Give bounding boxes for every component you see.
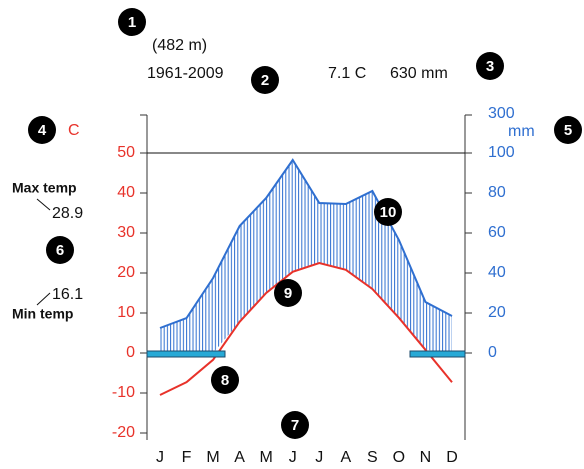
y-tick-label: 0 [126, 344, 135, 361]
marker: 7 [281, 411, 309, 439]
marker: 1 [118, 8, 146, 36]
max-temp-label: Max temp [12, 180, 77, 196]
marker-circle [554, 116, 582, 144]
marker-circle [281, 411, 309, 439]
marker: 2 [251, 66, 279, 94]
x-tick-label: D [446, 449, 458, 466]
marker-circle [118, 8, 146, 36]
marker-circle [274, 279, 302, 307]
x-tick-label: J [315, 449, 323, 466]
marker-label: 8 [221, 372, 229, 389]
humid-area [160, 160, 452, 353]
marker-label: 2 [261, 72, 269, 89]
marker-circle [46, 236, 74, 264]
marker-circle [28, 116, 56, 144]
precipitation-line [159, 158, 453, 329]
marker-label: 9 [284, 285, 292, 302]
marker-circle [251, 66, 279, 94]
x-tick-label: M [206, 449, 219, 466]
y-tick-label: 50 [117, 144, 135, 161]
x-tick-label: A [234, 449, 245, 466]
marker: 10 [374, 198, 402, 226]
max-temp: 28.9 [52, 205, 83, 222]
frost-bar [409, 350, 466, 358]
marker-circle [211, 366, 239, 394]
marker: 3 [476, 52, 504, 80]
x-tick-label: N [420, 449, 432, 466]
marker-label: 5 [564, 122, 572, 139]
y-tick-label: 20 [117, 264, 135, 281]
mean-temp: 7.1 C [328, 65, 366, 82]
temperature-line [159, 261, 453, 396]
y-tick-label: 30 [117, 224, 135, 241]
y-tick-label: -20 [112, 424, 135, 441]
y-tick-label: 40 [117, 184, 135, 201]
frost-bar [146, 350, 226, 358]
y2-tick-label: 20 [488, 304, 506, 321]
marker: 8 [211, 366, 239, 394]
marker: 9 [274, 279, 302, 307]
x-tick-label: J [289, 449, 297, 466]
y2-tick-label: 0 [488, 344, 497, 361]
y-axis-label: C [68, 122, 80, 139]
arrow [36, 292, 51, 306]
y2-top-label: 300 [488, 105, 515, 122]
x-tick-label: F [182, 449, 192, 466]
min-temp-label: Min temp [12, 306, 73, 322]
marker-label: 7 [291, 417, 299, 434]
min-temp: 16.1 [52, 286, 83, 303]
elevation: (482 m) [152, 37, 207, 54]
marker-circle [476, 52, 504, 80]
marker-label: 4 [38, 122, 47, 139]
period: 1961-2009 [147, 65, 224, 82]
marker: 4 [28, 116, 56, 144]
marker: 5 [554, 116, 582, 144]
y2-tick-label: 40 [488, 264, 506, 281]
x-tick-label: M [260, 449, 273, 466]
y-tick-label: 10 [117, 304, 135, 321]
marker-label: 1 [128, 14, 136, 31]
marker: 6 [46, 236, 74, 264]
x-tick-label: O [393, 449, 405, 466]
marker-circle [374, 198, 402, 226]
y-tick-label: -10 [112, 384, 135, 401]
x-tick-label: S [367, 449, 378, 466]
x-tick-label: J [156, 449, 164, 466]
x-tick-label: A [340, 449, 351, 466]
markers: 1 2 3 4 5 6 7 8 9 10 [28, 8, 582, 439]
marker-label: 10 [380, 204, 397, 221]
y2-tick-label: 100 [488, 144, 515, 161]
annual-precip: 630 mm [390, 65, 448, 82]
y2-tick-label: 60 [488, 224, 506, 241]
y2-tick-label: 80 [488, 184, 506, 201]
y2-axis-label: mm [508, 123, 535, 140]
marker-label: 6 [56, 242, 64, 259]
marker-label: 3 [486, 58, 494, 75]
arrow [36, 198, 51, 211]
